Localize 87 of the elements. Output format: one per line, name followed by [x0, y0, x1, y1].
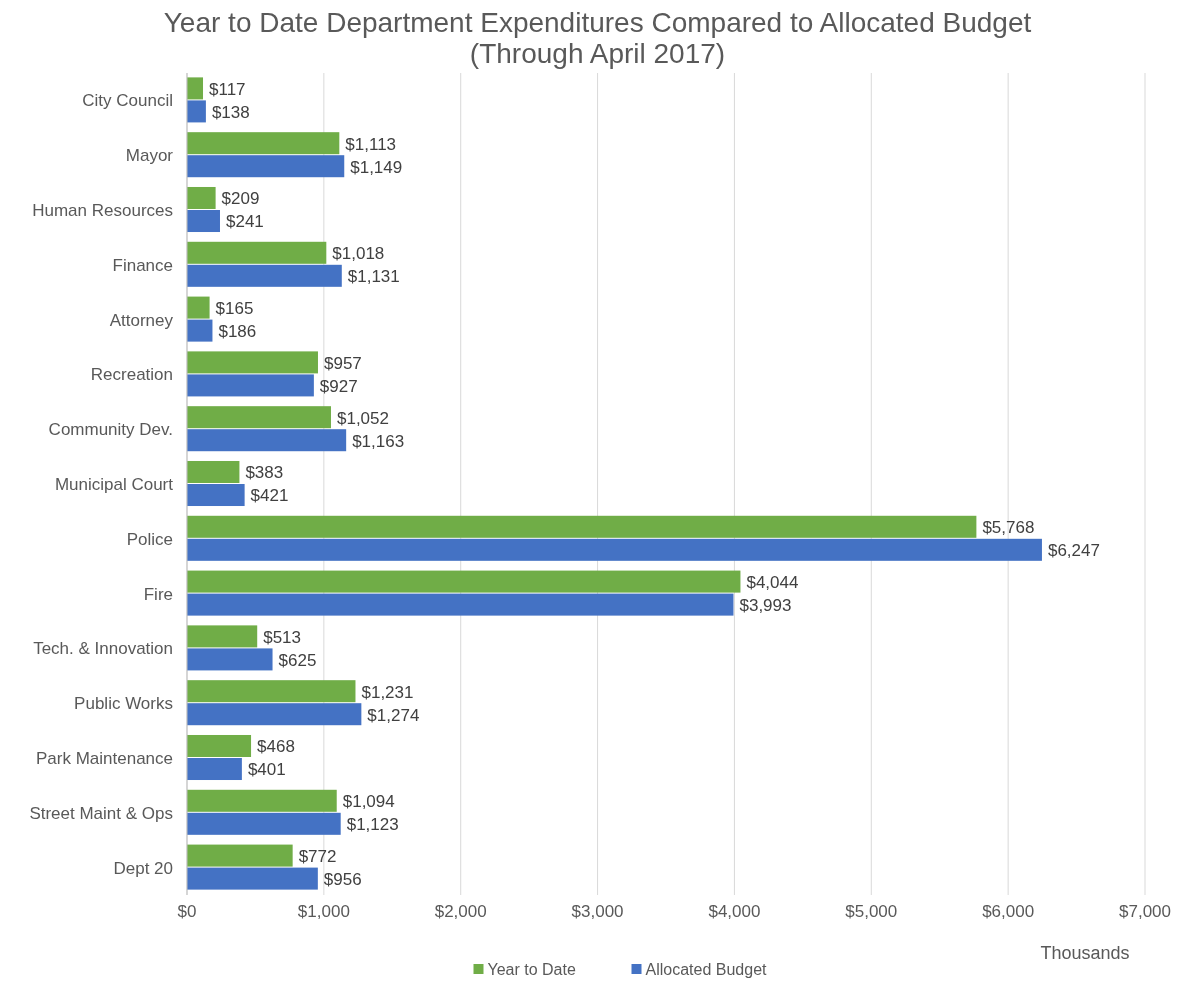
data-label: $3,993 — [739, 596, 792, 616]
bar — [187, 625, 258, 648]
y-tick-label: Police — [126, 529, 173, 549]
bar — [187, 296, 210, 319]
data-label: $1,149 — [350, 157, 403, 177]
bar — [187, 680, 356, 703]
bar — [187, 460, 240, 483]
bar — [187, 406, 331, 429]
y-tick-label: Mayor — [125, 146, 174, 166]
y-tick-label: Dept 20 — [113, 858, 173, 878]
data-label: $138 — [211, 102, 250, 122]
x-tick-label: $5,000 — [845, 902, 898, 921]
bar — [187, 648, 273, 671]
bar — [187, 132, 340, 155]
bar — [187, 703, 362, 726]
chart-title: Year to Date Department Expenditures Compared to Allocated Budget (Through April 2017) — [163, 7, 1032, 69]
bar — [187, 570, 741, 593]
data-label: $1,018 — [332, 244, 385, 264]
y-tick-label: Park Maintenance — [35, 748, 173, 768]
data-label: $1,052 — [336, 408, 389, 428]
data-label: $241 — [225, 212, 264, 232]
y-tick-label: Recreation — [90, 365, 173, 385]
y-tick-label: Human Resources — [32, 200, 173, 220]
bar — [187, 484, 245, 507]
bar — [187, 538, 1042, 561]
bar — [187, 210, 220, 233]
data-label: $401 — [247, 760, 286, 780]
bar — [187, 734, 252, 757]
data-label: $1,274 — [367, 705, 420, 725]
data-label: $1,231 — [361, 682, 414, 702]
data-label: $468 — [257, 737, 295, 757]
data-label: $421 — [250, 486, 289, 506]
bar — [187, 77, 204, 100]
data-label: $165 — [215, 299, 254, 319]
data-label: $772 — [298, 847, 337, 867]
x-tick-label: $4,000 — [708, 902, 761, 921]
legend-label: Year to Date — [487, 960, 576, 978]
bar — [187, 351, 318, 374]
bar — [187, 593, 734, 616]
y-tick-label: Attorney — [109, 310, 174, 330]
bar — [187, 264, 342, 287]
bar — [187, 429, 347, 452]
data-label: $383 — [245, 463, 284, 483]
data-label: $927 — [319, 376, 358, 396]
data-label: $957 — [323, 353, 362, 373]
data-label: $1,163 — [352, 431, 405, 451]
data-label: $1,131 — [347, 267, 400, 287]
bar — [187, 100, 206, 123]
y-tick-label: Street Maint & Ops — [29, 803, 173, 823]
y-tick-label: Finance — [112, 255, 173, 275]
x-tick-label: $2,000 — [434, 902, 487, 921]
data-label: $1,094 — [342, 792, 395, 812]
x-axis-title: Thousands — [1040, 943, 1130, 963]
data-label: $209 — [221, 189, 260, 209]
data-label: $4,044 — [746, 573, 799, 593]
y-tick-label: Municipal Court — [54, 474, 174, 494]
y-tick-label: Community Dev. — [48, 420, 173, 440]
data-label: $1,113 — [345, 134, 397, 154]
data-label: $6,247 — [1047, 541, 1100, 561]
bar — [187, 186, 216, 209]
x-tick-label: $7,000 — [1119, 902, 1171, 921]
x-tick-label: $3,000 — [571, 902, 624, 921]
bar — [187, 844, 293, 867]
y-tick-label: Public Works — [74, 694, 173, 714]
bar — [187, 789, 337, 812]
bar — [187, 241, 327, 264]
y-tick-label: Fire — [143, 584, 173, 604]
data-label: $956 — [323, 870, 362, 890]
bar — [187, 758, 242, 781]
bar — [187, 319, 213, 342]
data-label: $513 — [263, 627, 302, 647]
y-tick-label: City Council — [82, 91, 173, 111]
data-label: $1,123 — [346, 815, 399, 835]
y-tick-label: Tech. & Innovation — [33, 639, 173, 659]
data-label: $117 — [209, 79, 246, 99]
bar — [187, 812, 341, 835]
x-tick-label: $0 — [177, 902, 197, 921]
legend-label: Allocated Budget — [645, 960, 768, 978]
bar — [187, 515, 977, 538]
data-label: $186 — [218, 322, 257, 342]
data-label: $5,768 — [982, 518, 1035, 538]
bar — [187, 155, 345, 178]
bar — [187, 374, 314, 397]
data-label: $625 — [278, 650, 317, 670]
x-tick-label: $6,000 — [982, 902, 1035, 921]
x-tick-label: $1,000 — [297, 902, 350, 921]
bar — [187, 867, 318, 890]
